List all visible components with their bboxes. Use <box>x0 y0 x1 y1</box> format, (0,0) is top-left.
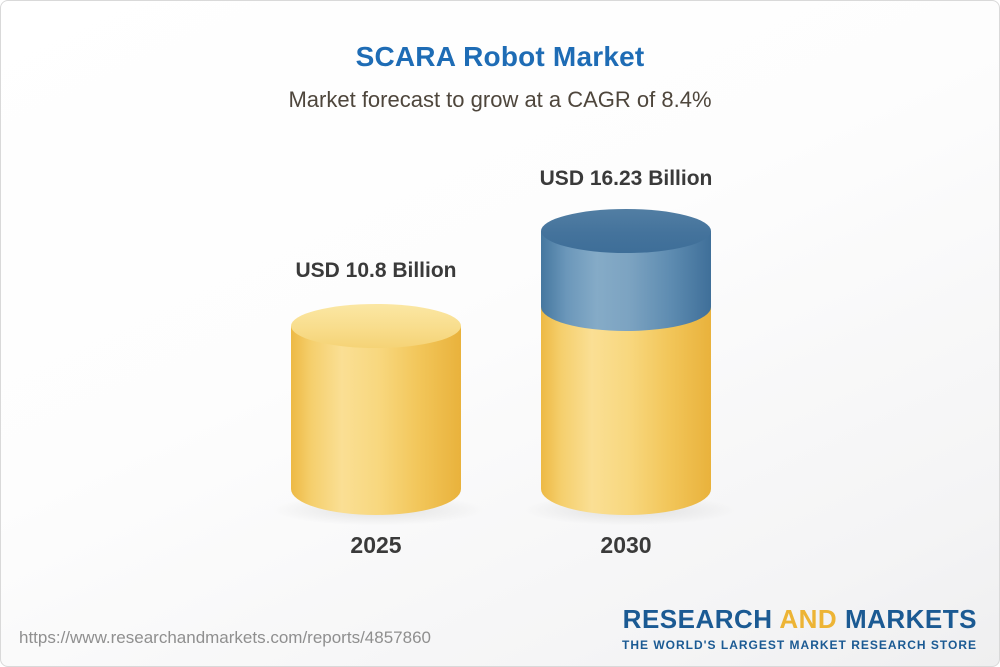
page-subtitle: Market forecast to grow at a CAGR of 8.4… <box>288 87 712 112</box>
logo-word-research: RESEARCH <box>622 604 773 634</box>
value-label-2025: USD 10.8 Billion <box>295 259 457 282</box>
logo-word-markets: MARKETS <box>844 604 977 634</box>
bar-2025-body <box>291 326 461 515</box>
page-title: SCARA Robot Market <box>355 41 645 72</box>
bar-2030-top-face <box>541 209 711 253</box>
logo-wordmark: RESEARCH AND MARKETS <box>622 604 977 635</box>
bar-2030-base-segment <box>541 301 711 515</box>
bar-2025-top-face <box>291 304 461 348</box>
logo-word-and: AND <box>779 604 838 634</box>
category-label-2025: 2025 <box>350 532 402 558</box>
logo-tagline: THE WORLD'S LARGEST MARKET RESEARCH STOR… <box>622 638 977 652</box>
value-label-2030: USD 16.23 Billion <box>539 167 713 190</box>
category-label-2030: 2030 <box>600 532 652 558</box>
researchandmarkets-logo: RESEARCH AND MARKETS THE WORLD'S LARGEST… <box>622 604 977 652</box>
source-url[interactable]: https://www.researchandmarkets.com/repor… <box>19 628 431 647</box>
